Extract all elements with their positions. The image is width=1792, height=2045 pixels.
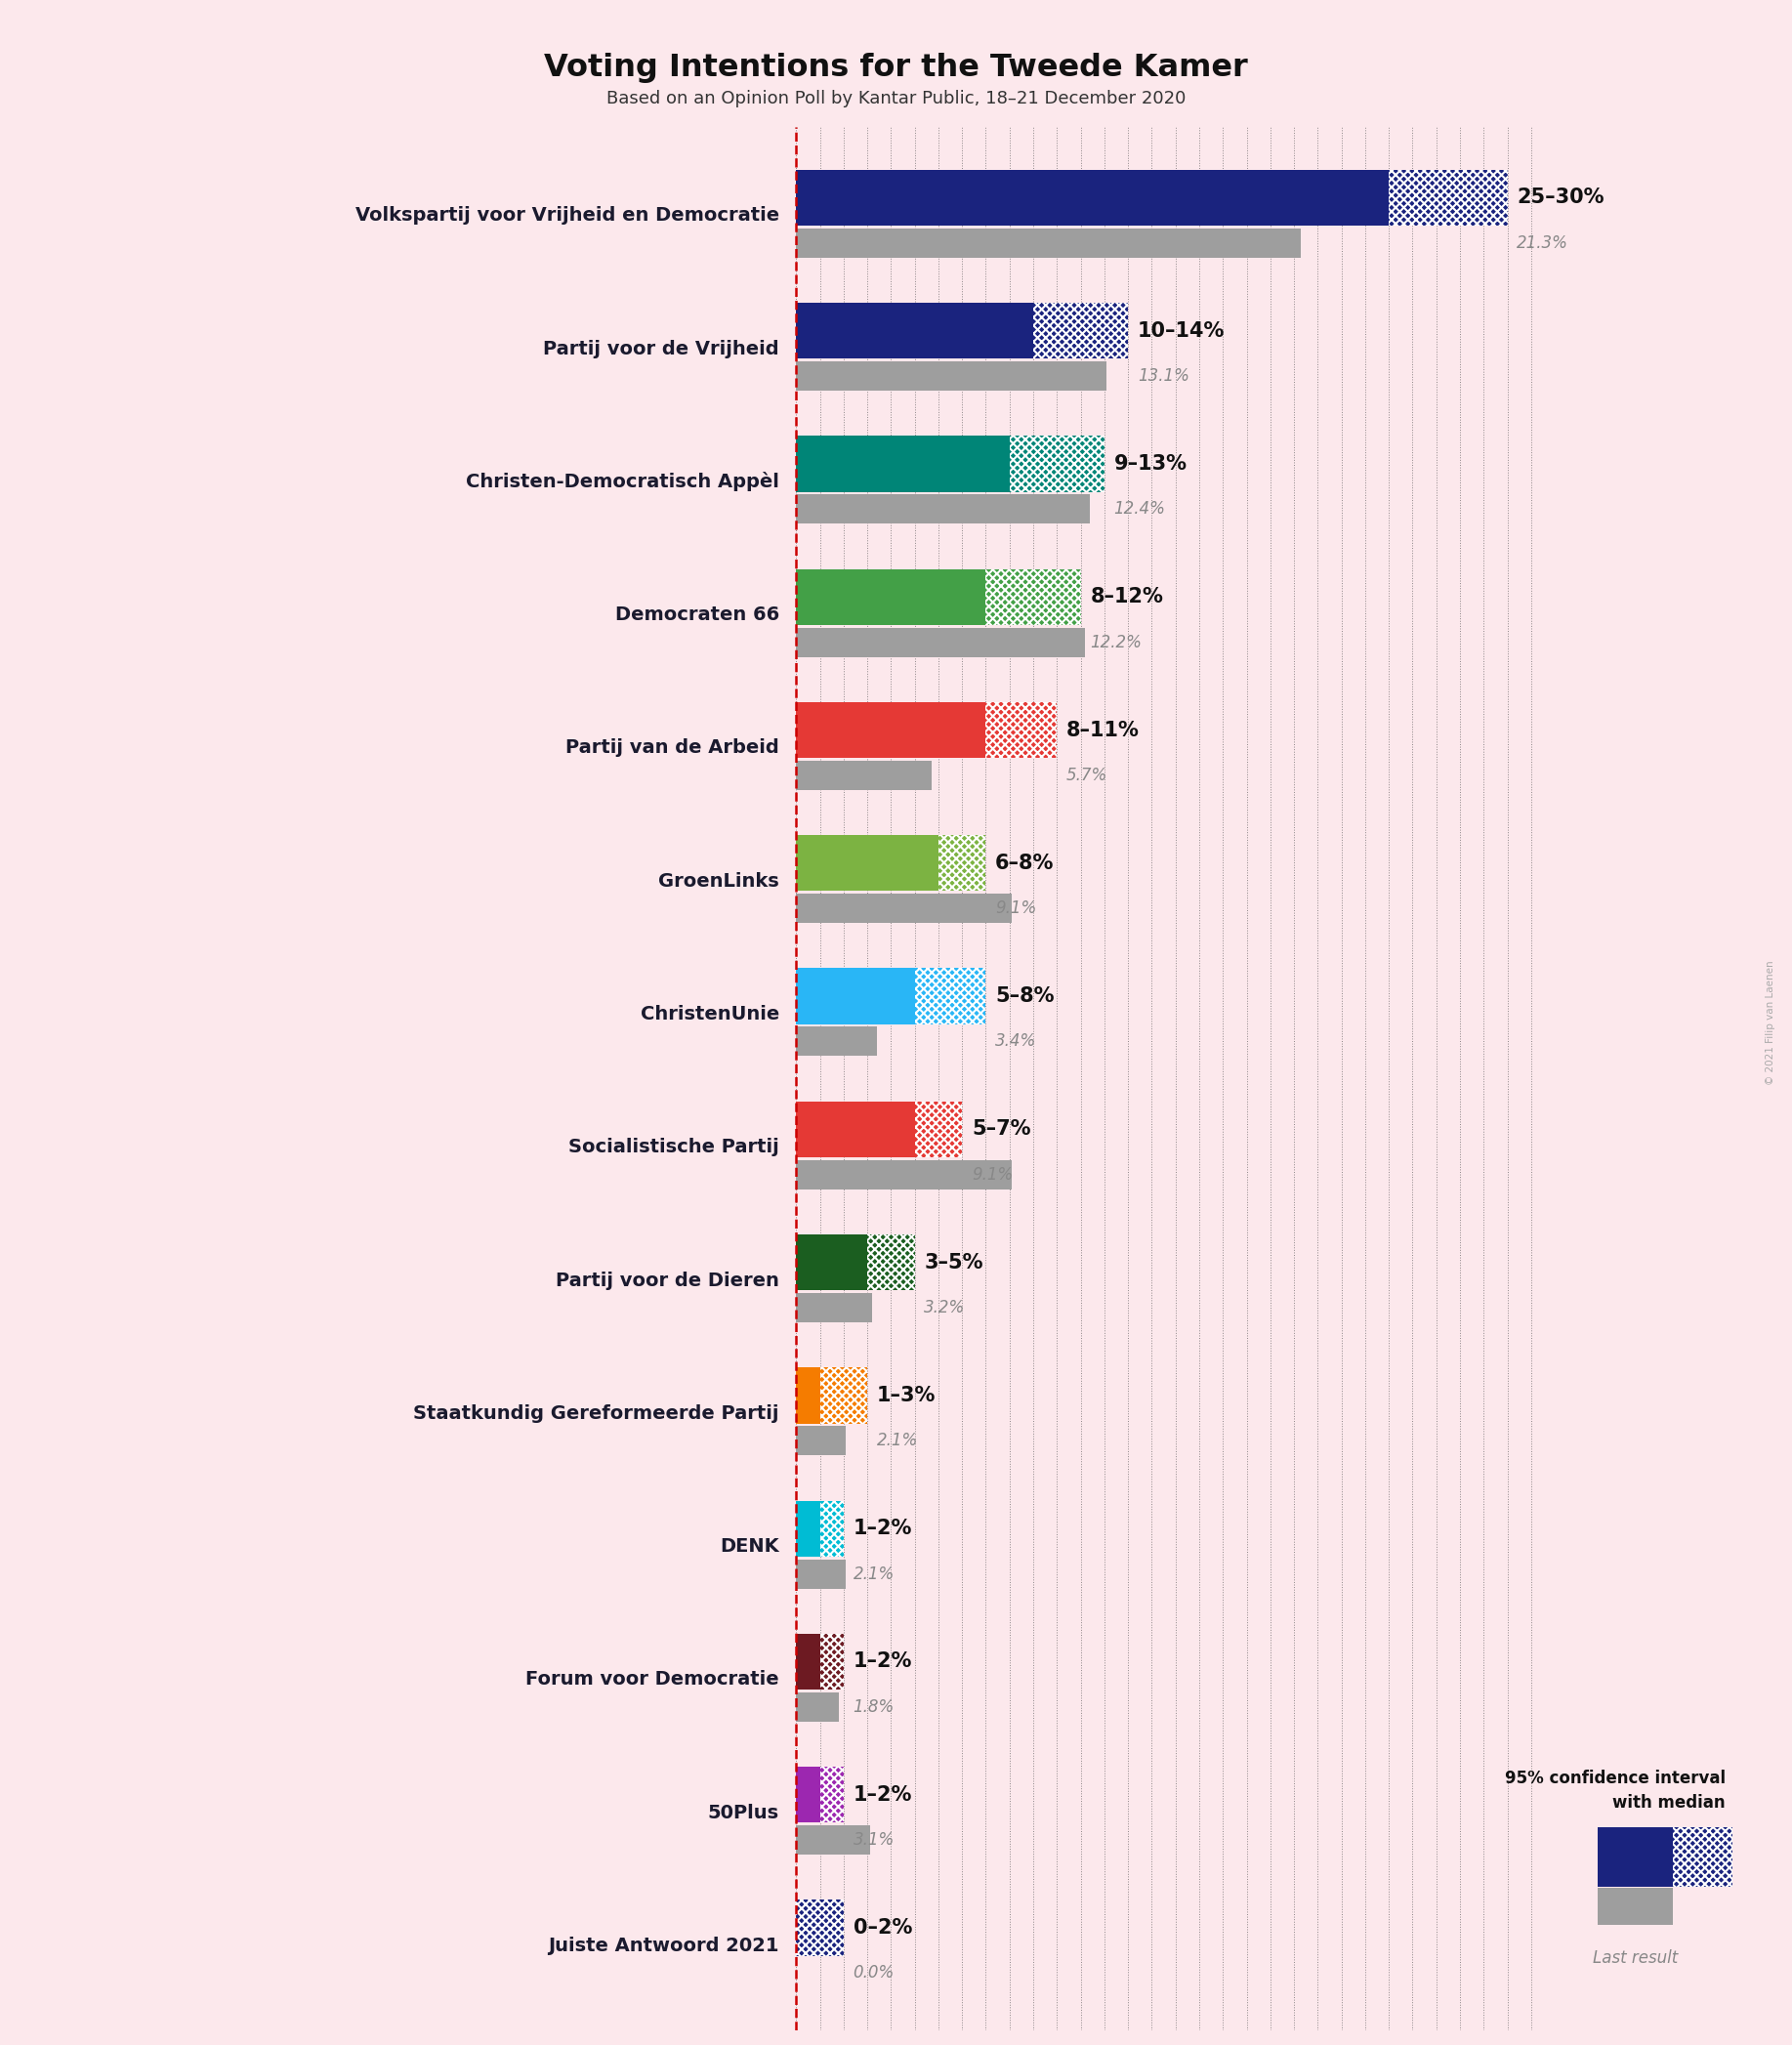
Bar	[796, 1767, 821, 1822]
Bar	[796, 1368, 821, 1423]
Bar	[986, 569, 1081, 626]
Text: 6–8%: 6–8%	[995, 853, 1054, 873]
Text: 13.1%: 13.1%	[1138, 368, 1190, 384]
Bar	[796, 628, 1086, 656]
Text: 10–14%: 10–14%	[1138, 321, 1226, 342]
Text: 1–2%: 1–2%	[853, 1785, 912, 1804]
Bar	[796, 1634, 821, 1689]
Bar	[821, 1767, 844, 1822]
Bar	[796, 495, 1090, 524]
Text: 1–2%: 1–2%	[853, 1652, 912, 1671]
Text: 0–2%: 0–2%	[853, 1918, 912, 1937]
Text: 21.3%: 21.3%	[1516, 233, 1568, 252]
Bar	[796, 1160, 1012, 1190]
Bar	[796, 362, 1107, 391]
Bar	[796, 1102, 914, 1157]
Text: Last result: Last result	[1593, 1949, 1677, 1967]
Bar	[796, 761, 932, 789]
Text: 5–8%: 5–8%	[995, 986, 1054, 1006]
Text: Voting Intentions for the Tweede Kamer: Voting Intentions for the Tweede Kamer	[545, 53, 1247, 84]
Bar	[914, 1102, 962, 1157]
Text: 3–5%: 3–5%	[925, 1254, 984, 1272]
Text: 9.1%: 9.1%	[995, 900, 1036, 916]
Bar	[796, 1425, 846, 1456]
Bar	[796, 1027, 876, 1055]
Text: 9–13%: 9–13%	[1115, 454, 1186, 474]
Bar	[1009, 436, 1104, 491]
Text: 3.2%: 3.2%	[925, 1299, 966, 1317]
Text: 12.2%: 12.2%	[1090, 634, 1142, 650]
Bar	[796, 1900, 844, 1955]
Bar	[1034, 303, 1129, 358]
Bar	[796, 229, 1301, 258]
Bar	[1597, 1828, 1674, 1888]
Text: 8–12%: 8–12%	[1090, 587, 1163, 607]
Bar	[867, 1235, 914, 1290]
Bar	[986, 701, 1057, 759]
Bar	[821, 1634, 844, 1689]
Text: © 2021 Filip van Laenen: © 2021 Filip van Laenen	[1765, 961, 1776, 1084]
Text: 5–7%: 5–7%	[971, 1119, 1030, 1139]
Bar	[796, 834, 939, 892]
Bar	[796, 1501, 821, 1556]
Text: 1–3%: 1–3%	[876, 1387, 935, 1405]
Bar	[796, 1826, 869, 1855]
Text: 0.0%: 0.0%	[853, 1965, 894, 1982]
Bar	[796, 303, 1034, 358]
Text: 12.4%: 12.4%	[1115, 501, 1165, 517]
Bar	[796, 967, 914, 1025]
Text: 95% confidence interval
with median: 95% confidence interval with median	[1505, 1769, 1726, 1812]
Text: 9.1%: 9.1%	[971, 1166, 1012, 1184]
Text: 1–2%: 1–2%	[853, 1519, 912, 1538]
Text: 2.1%: 2.1%	[876, 1432, 918, 1450]
Bar	[1674, 1828, 1733, 1888]
Bar	[796, 1292, 873, 1323]
Text: 3.1%: 3.1%	[853, 1830, 894, 1849]
Text: 1.8%: 1.8%	[853, 1697, 894, 1716]
Bar	[796, 1693, 839, 1722]
Bar	[796, 1558, 846, 1589]
Bar	[796, 170, 1389, 225]
Bar	[796, 894, 1012, 922]
Text: 3.4%: 3.4%	[995, 1033, 1036, 1051]
Bar	[821, 1368, 867, 1423]
Bar	[1389, 170, 1507, 225]
Bar	[939, 834, 986, 892]
Bar	[1597, 1888, 1674, 1924]
Text: 25–30%: 25–30%	[1516, 188, 1604, 207]
Text: Based on an Opinion Poll by Kantar Public, 18–21 December 2020: Based on an Opinion Poll by Kantar Publi…	[606, 90, 1186, 108]
Text: 5.7%: 5.7%	[1066, 767, 1107, 783]
Text: 8–11%: 8–11%	[1066, 720, 1140, 740]
Bar	[914, 967, 986, 1025]
Bar	[821, 1501, 844, 1556]
Bar	[796, 569, 986, 626]
Bar	[796, 701, 986, 759]
Bar	[796, 436, 1009, 491]
Text: 2.1%: 2.1%	[853, 1564, 894, 1583]
Bar	[796, 1235, 867, 1290]
